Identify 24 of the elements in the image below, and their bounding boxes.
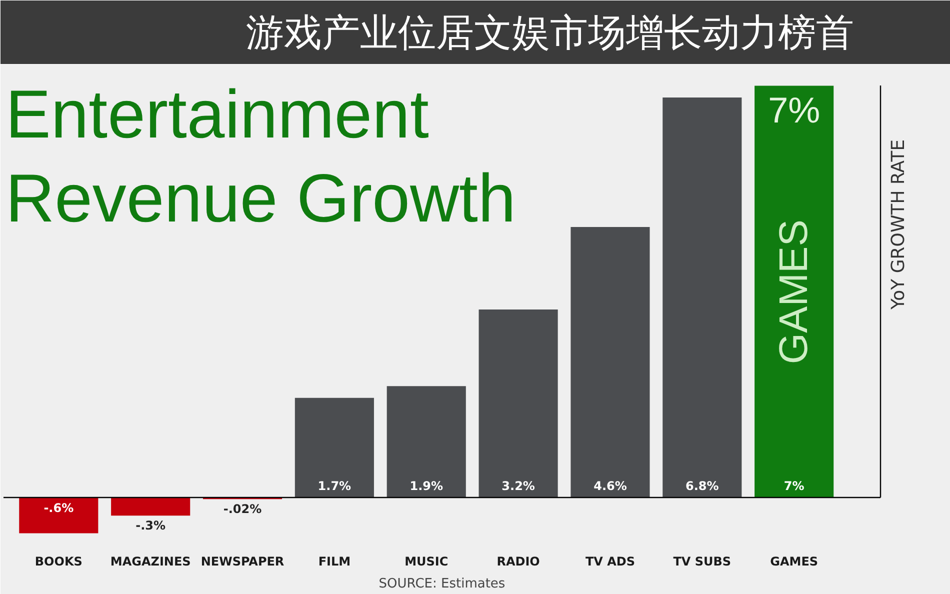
x-tick-label: NEWSPAPER: [200, 554, 284, 568]
x-tick-label: TV SUBS: [673, 554, 732, 568]
x-tick-label: FILM: [318, 554, 351, 568]
data-label: 7%: [768, 90, 820, 131]
data-label: -.3%: [136, 518, 166, 533]
text: Entertainment Revenue Growth: [6, 76, 516, 236]
data-label: -.02%: [223, 502, 262, 516]
x-tick-label: MAGAZINES: [110, 554, 191, 568]
x-tick-label: TV ADS: [585, 554, 636, 568]
annotation: GAMES: [772, 220, 816, 364]
annotation: 7%: [784, 478, 804, 493]
source-note: SOURCE: Estimates: [378, 576, 506, 592]
x-tick-label: RADIO: [496, 554, 540, 568]
chart-title: 游戏产业位居文娱市场增长动力榜首: [246, 10, 854, 54]
x-tick-label: MUSIC: [404, 554, 448, 568]
data-label: 3.2%: [502, 478, 535, 493]
data-label: -.6%: [44, 500, 74, 515]
data-label: 6.8%: [686, 478, 719, 493]
x-tick-label: GAMES: [770, 554, 818, 568]
x-tick-label: BOOKS: [34, 554, 82, 568]
y-axis-title: YoY GROWTH RATE: [888, 139, 909, 310]
data-label: 4.6%: [594, 478, 627, 493]
data-label: 1.9%: [410, 478, 444, 493]
data-label: 1.7%: [318, 478, 352, 493]
